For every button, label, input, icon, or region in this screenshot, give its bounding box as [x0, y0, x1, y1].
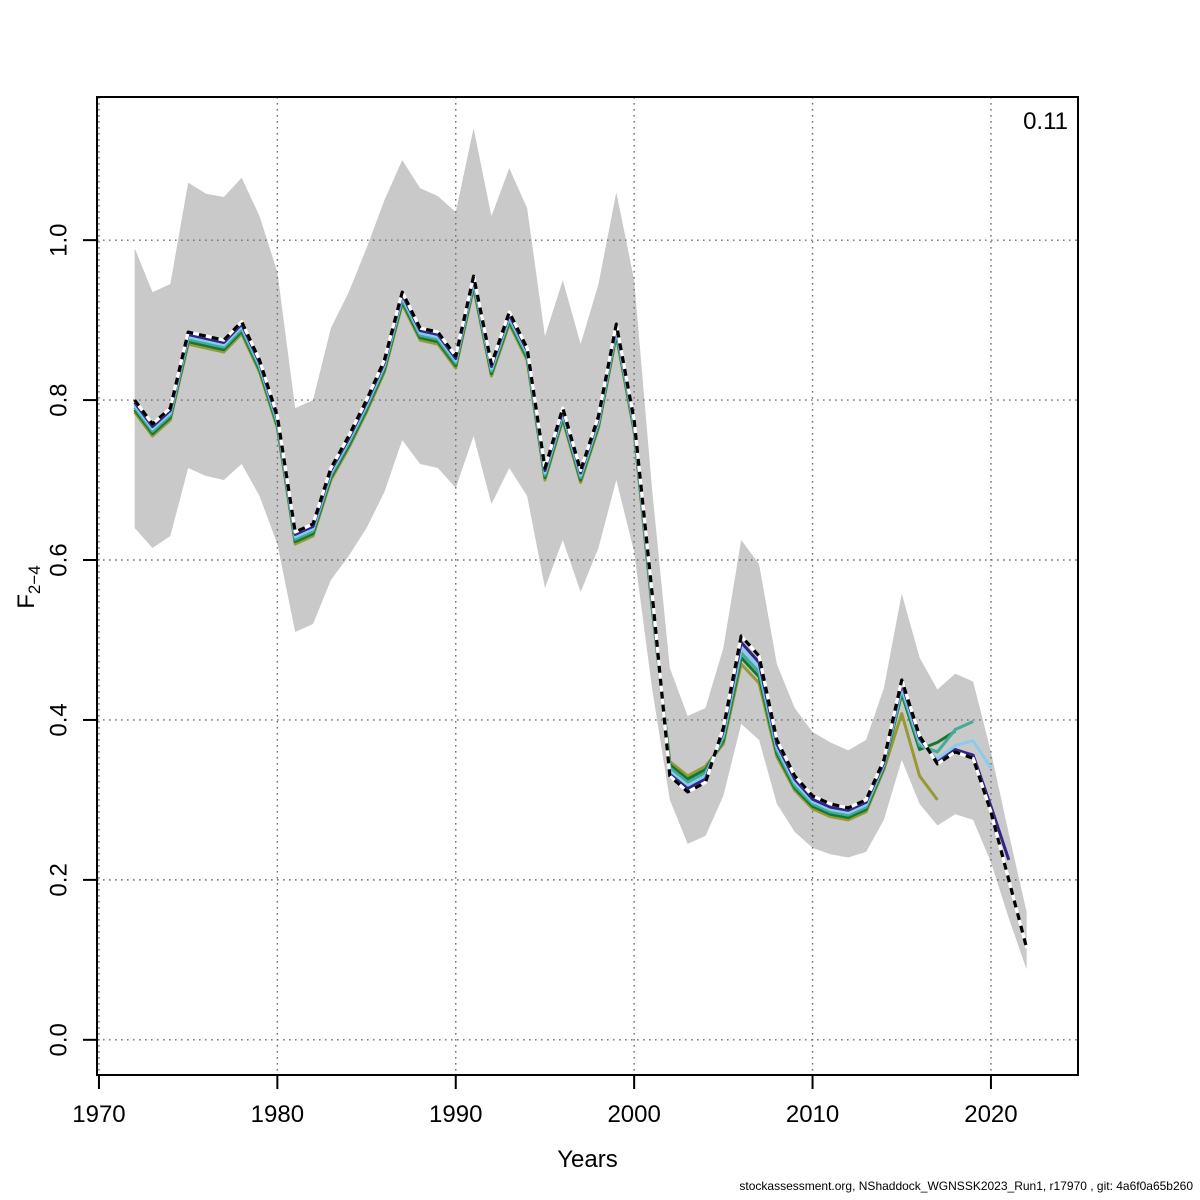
plot-frame — [96, 96, 1079, 1076]
x-tick-label: 2000 — [607, 1101, 660, 1128]
y-axis-title: F2−4 — [13, 487, 44, 687]
y-tick-label: 0.4 — [45, 703, 72, 736]
plot-border — [96, 96, 1079, 1076]
y-tick-label: 0.0 — [45, 1023, 72, 1056]
x-axis-title: Years — [557, 1146, 618, 1173]
x-tick-label: 1970 — [72, 1101, 125, 1128]
confidence-band-area — [134, 128, 1027, 970]
confidence-band — [134, 128, 1027, 970]
series-lines — [133, 274, 1029, 949]
y-axis: 0.0 0.2 0.4 0.6 0.8 1.0 — [45, 223, 97, 1057]
source-credit-text: stockassessment.org, NShaddock_WGNSSK202… — [739, 1179, 1193, 1193]
x-tick-label: 2020 — [964, 1101, 1017, 1128]
x-tick-label: 2010 — [786, 1101, 839, 1128]
x-tick-label: 1980 — [251, 1101, 304, 1128]
current-estimate-2022-underlay — [133, 274, 1029, 949]
x-tick-label: 1990 — [429, 1101, 482, 1128]
terminal-year-value: 0.11 — [1023, 108, 1068, 135]
y-tick-label: 0.6 — [45, 543, 72, 576]
y-tick-label: 0.2 — [45, 863, 72, 896]
y-axis-title-subscript: 2−4 — [24, 565, 44, 595]
y-axis-title-base: F — [13, 594, 40, 609]
y-tick-label: 1.0 — [45, 223, 72, 256]
y-tick-label: 0.8 — [45, 383, 72, 416]
grid-lines — [97, 97, 1078, 1075]
x-axis: 1970 1980 1990 2000 2010 2020 — [72, 1075, 1018, 1128]
